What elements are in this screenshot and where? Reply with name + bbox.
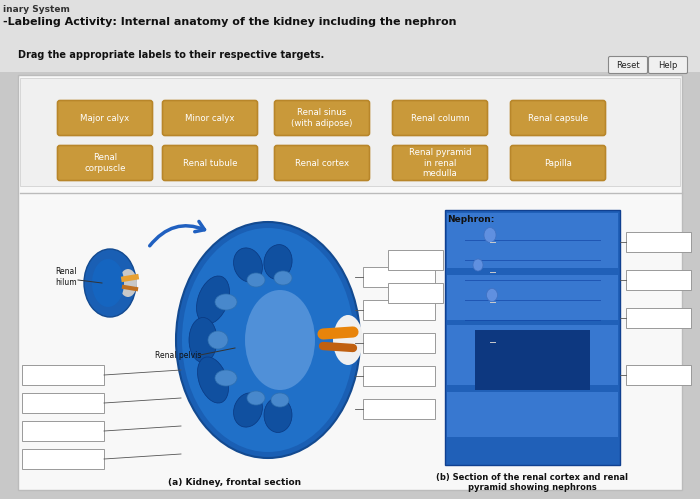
Bar xyxy=(363,399,435,419)
Bar xyxy=(22,365,104,385)
FancyBboxPatch shape xyxy=(57,100,153,136)
Ellipse shape xyxy=(119,269,137,297)
Text: Major calyx: Major calyx xyxy=(80,113,130,122)
Text: Renal sinus
(with adipose): Renal sinus (with adipose) xyxy=(291,108,353,128)
Text: Minor calyx: Minor calyx xyxy=(186,113,234,122)
Bar xyxy=(626,232,691,252)
Text: -Labeling Activity: Internal anatomy of the kidney including the nephron: -Labeling Activity: Internal anatomy of … xyxy=(3,17,456,27)
Ellipse shape xyxy=(274,271,292,285)
Ellipse shape xyxy=(264,245,292,279)
FancyBboxPatch shape xyxy=(510,100,606,136)
Bar xyxy=(626,308,691,328)
Ellipse shape xyxy=(234,393,262,427)
Ellipse shape xyxy=(197,276,230,324)
Bar xyxy=(20,78,680,186)
Ellipse shape xyxy=(208,331,228,349)
Ellipse shape xyxy=(92,259,124,307)
Ellipse shape xyxy=(176,222,360,458)
Ellipse shape xyxy=(486,288,498,301)
Text: Drag the appropriate labels to their respective targets.: Drag the appropriate labels to their res… xyxy=(18,50,324,60)
Bar xyxy=(626,365,691,385)
Bar xyxy=(626,270,691,290)
Text: (a) Kidney, frontal section: (a) Kidney, frontal section xyxy=(169,478,302,487)
Ellipse shape xyxy=(84,249,136,317)
Ellipse shape xyxy=(215,370,237,386)
Text: Renal
corpuscle: Renal corpuscle xyxy=(84,154,126,173)
Bar xyxy=(447,275,618,320)
FancyBboxPatch shape xyxy=(393,146,487,181)
Bar xyxy=(363,333,435,353)
FancyBboxPatch shape xyxy=(274,146,370,181)
Ellipse shape xyxy=(271,393,289,407)
FancyBboxPatch shape xyxy=(274,100,370,136)
Text: Renal pelvis: Renal pelvis xyxy=(155,350,202,359)
Text: (b) Section of the renal cortex and renal
pyramid showing nephrons: (b) Section of the renal cortex and rena… xyxy=(437,473,629,493)
Ellipse shape xyxy=(333,315,363,365)
Ellipse shape xyxy=(247,273,265,287)
Ellipse shape xyxy=(182,228,354,452)
FancyBboxPatch shape xyxy=(162,146,258,181)
Bar xyxy=(445,210,620,465)
Text: Renal pyramid
in renal
medulla: Renal pyramid in renal medulla xyxy=(409,148,471,178)
Bar xyxy=(363,366,435,386)
Bar xyxy=(22,421,104,441)
Text: Renal capsule: Renal capsule xyxy=(528,113,588,122)
Ellipse shape xyxy=(473,259,483,271)
FancyArrowPatch shape xyxy=(150,222,204,246)
Text: Renal cortex: Renal cortex xyxy=(295,159,349,168)
Bar xyxy=(363,300,435,320)
Bar xyxy=(388,283,443,303)
FancyBboxPatch shape xyxy=(648,56,687,73)
Ellipse shape xyxy=(189,317,217,362)
Bar xyxy=(447,213,618,268)
Text: Renal
hilum: Renal hilum xyxy=(55,267,76,287)
Text: Reset: Reset xyxy=(616,60,640,69)
Text: inary System: inary System xyxy=(3,5,70,14)
Text: Renal column: Renal column xyxy=(411,113,469,122)
Bar xyxy=(363,267,435,287)
Bar xyxy=(447,392,618,437)
Bar xyxy=(22,449,104,469)
Ellipse shape xyxy=(484,228,496,243)
Bar xyxy=(475,330,590,390)
FancyBboxPatch shape xyxy=(57,146,153,181)
Text: Renal tubule: Renal tubule xyxy=(183,159,237,168)
Ellipse shape xyxy=(234,248,262,282)
Ellipse shape xyxy=(215,294,237,310)
Ellipse shape xyxy=(247,391,265,405)
Text: Help: Help xyxy=(658,60,678,69)
Bar xyxy=(18,75,682,490)
FancyBboxPatch shape xyxy=(162,100,258,136)
Bar xyxy=(22,393,104,413)
Ellipse shape xyxy=(197,357,228,403)
Ellipse shape xyxy=(264,398,292,433)
FancyBboxPatch shape xyxy=(608,56,648,73)
Bar xyxy=(388,250,443,270)
FancyBboxPatch shape xyxy=(393,100,487,136)
Ellipse shape xyxy=(245,290,315,390)
Bar xyxy=(447,325,618,385)
Text: Papilla: Papilla xyxy=(544,159,572,168)
Text: Nephron:: Nephron: xyxy=(447,215,494,224)
FancyBboxPatch shape xyxy=(510,146,606,181)
Bar xyxy=(0,0,700,72)
